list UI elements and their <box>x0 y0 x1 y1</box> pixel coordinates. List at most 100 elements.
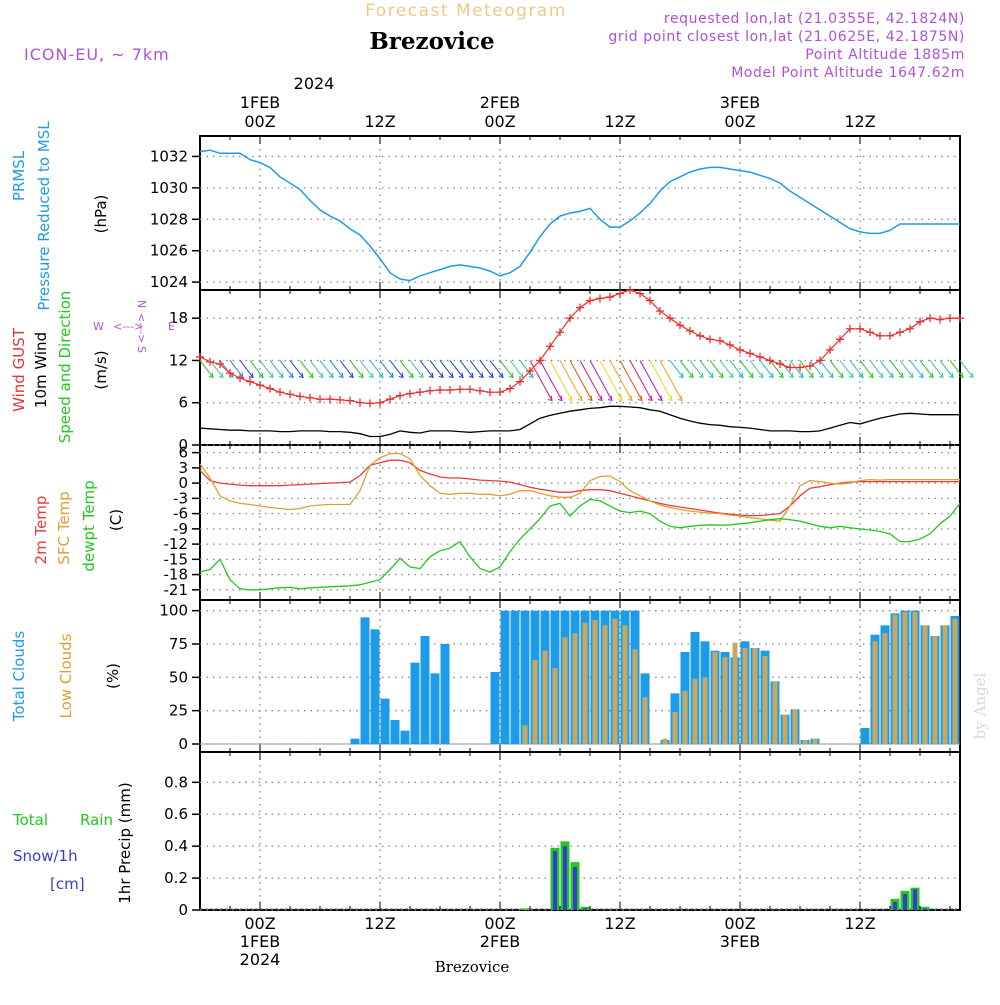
wind-arrow-head <box>948 372 954 379</box>
wind-gust-marker <box>216 359 224 368</box>
wind-10m-line <box>199 405 960 438</box>
wind-direction-arrow <box>399 360 414 378</box>
wind-direction-arrow <box>639 360 663 401</box>
wind-direction-arrow <box>279 360 294 378</box>
wind-direction-arrow <box>359 360 374 378</box>
low-cloud-bar <box>772 681 778 744</box>
wind-direction-arrow <box>899 360 914 378</box>
wind-arrow-head <box>938 372 944 379</box>
wind-direction-arrow <box>349 360 364 378</box>
pressure-unit: (hPa) <box>92 195 110 234</box>
requested-coords: requested lon,lat (21.0355E, 42.1824N) <box>664 11 965 27</box>
model-label: ICON-EU, ~ 7km <box>24 45 170 64</box>
pressure-msl-label: Pressure Reduced to MSL <box>35 121 53 311</box>
low-cloud-bar <box>762 656 768 744</box>
wind-arrow-head <box>607 395 613 402</box>
wind-direction-arrow <box>339 360 354 378</box>
wind-arrow-head <box>678 372 684 379</box>
wind-gust-marker <box>836 335 844 344</box>
wind-gust-marker <box>746 349 754 358</box>
wind-gust-marker <box>556 328 564 337</box>
wind-gust-marker <box>266 384 274 393</box>
wind-gust-marker <box>656 307 664 316</box>
y-tick-label: -21 <box>164 581 189 599</box>
wind-arrow-head <box>557 395 563 402</box>
top-date-label: 3FEB <box>720 93 760 112</box>
low-cloud-bar <box>562 637 568 744</box>
wind-arrow-head <box>398 372 404 379</box>
wind-arrow-head <box>768 372 774 379</box>
low-cloud-bar <box>912 612 918 744</box>
wind-arrow-head <box>218 372 224 379</box>
compass-e: E <box>168 320 175 333</box>
wind-direction-arrow <box>409 360 424 378</box>
low-cloud-bar <box>942 625 948 744</box>
wind-direction-arrow <box>839 360 854 378</box>
wind-direction-arrow <box>659 360 683 401</box>
y-tick-label: 0 <box>178 474 188 492</box>
wind-direction-arrow <box>859 360 874 378</box>
wind-gust-marker <box>586 296 594 305</box>
wind-arrow-head <box>508 372 514 379</box>
snow-bar <box>553 850 557 910</box>
wind-arrow-head <box>248 372 254 379</box>
wind-gust-marker <box>776 359 784 368</box>
panel-frames <box>199 135 961 911</box>
wind-direction-arrow <box>569 360 593 401</box>
bottom-year-label: 2024 <box>240 950 281 969</box>
wind-arrow-head <box>667 395 673 402</box>
wind-direction-arrow <box>249 360 264 378</box>
low-cloud-bar <box>622 625 628 744</box>
y-tick-label: 3 <box>178 459 188 477</box>
low-cloud-bar <box>662 738 668 744</box>
panel-frame-4 <box>199 599 961 753</box>
low-cloud-bar <box>692 678 698 744</box>
total-cloud-bar <box>420 636 430 744</box>
wind-arrow-head <box>338 372 344 379</box>
wind-arrow-head <box>698 372 704 379</box>
wind-gust-marker <box>226 369 234 378</box>
wind-unit: (m/s) <box>92 350 110 389</box>
prmsl-label: PRMSL <box>10 150 28 201</box>
wind-direction-arrow <box>439 360 454 378</box>
wind-direction-arrow <box>289 360 304 378</box>
wind-gust-label: Wind GUST <box>10 327 28 412</box>
wind-arrow-head <box>378 372 384 379</box>
wind-gust-marker <box>716 336 724 345</box>
wind-direction-arrow <box>729 360 744 378</box>
wind-direction-arrow <box>319 360 334 378</box>
low-cloud-bar <box>722 657 728 744</box>
wind-10m-label: 10m Wind <box>32 332 50 408</box>
precip-unit: 1hr Precip (mm) <box>116 782 134 903</box>
temp-sfc-line <box>199 452 960 522</box>
wind-gust-marker <box>206 357 214 366</box>
wind-arrow-head <box>968 372 974 379</box>
forecast-title: Forecast Meteogram <box>365 1 567 21</box>
wind-gust-marker <box>946 314 954 323</box>
y-tick-label: 50 <box>169 668 188 686</box>
panel-frame-3 <box>199 444 961 601</box>
wind-direction-arrow <box>909 360 924 378</box>
snow-bar <box>563 846 567 910</box>
wind-direction-arrow <box>749 360 764 378</box>
compass-s: S <box>135 346 148 353</box>
compass-ns-arrow: <---> <box>135 313 148 343</box>
wind-gust-marker <box>316 395 324 404</box>
data-layer <box>196 149 974 910</box>
low-cloud-bar <box>892 614 898 744</box>
y-tick-label: -15 <box>164 550 189 568</box>
wind-gust-marker <box>606 293 614 302</box>
wind-arrow-head <box>688 372 694 379</box>
low-cloud-bar <box>732 642 738 744</box>
temp-dewpt-label: dewpt Temp <box>80 480 98 571</box>
wind-arrow-head <box>528 372 534 379</box>
wind-arrow-head <box>748 372 754 379</box>
wind-arrow-head <box>577 395 583 402</box>
wind-gust-marker <box>686 326 694 335</box>
snow-bar <box>583 908 587 910</box>
rain-bar <box>520 908 530 910</box>
total-cloud-bar <box>350 738 360 744</box>
wind-arrow-head <box>888 372 894 379</box>
